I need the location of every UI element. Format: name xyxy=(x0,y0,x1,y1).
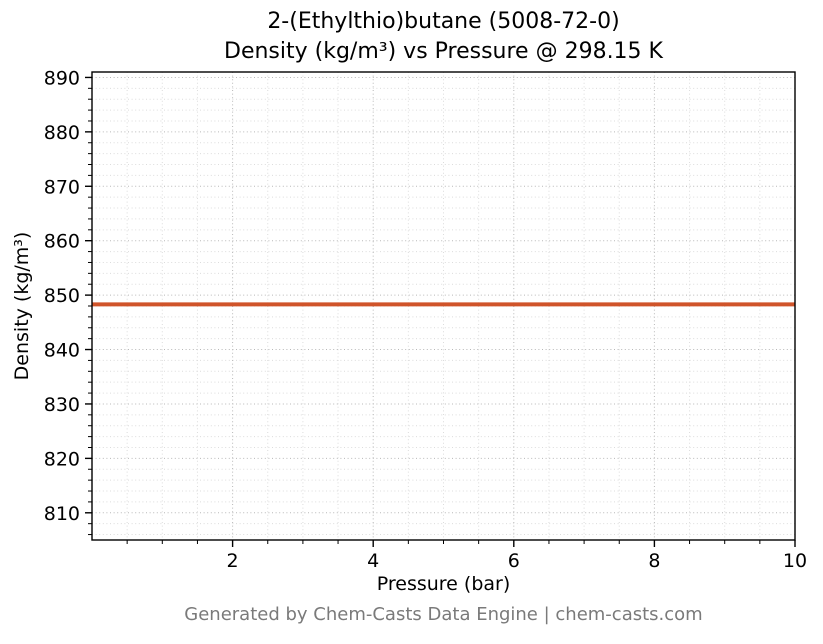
chart-title-block: 2-(Ethylthio)butane (5008-72-0) Density … xyxy=(92,7,795,66)
y-tick-label: 830 xyxy=(44,394,80,416)
x-tick-label: 10 xyxy=(783,550,807,572)
y-tick-label: 860 xyxy=(44,231,80,253)
x-tick-label: 8 xyxy=(648,550,660,572)
y-tick-label: 840 xyxy=(44,340,80,362)
footer-credit: Generated by Chem-Casts Data Engine | ch… xyxy=(184,604,703,625)
chart-title: 2-(Ethylthio)butane (5008-72-0) xyxy=(267,9,620,34)
y-tick-label: 820 xyxy=(44,448,80,470)
x-tick-label: 4 xyxy=(367,550,379,572)
y-tick-label: 870 xyxy=(44,176,80,198)
chart-subtitle: Density (kg/m³) vs Pressure @ 298.15 K xyxy=(224,38,663,64)
y-tick-label: 890 xyxy=(44,67,80,89)
y-tick-label: 850 xyxy=(44,285,80,307)
y-tick-label: 810 xyxy=(44,503,80,525)
plot-border xyxy=(91,71,796,541)
x-tick-label: 2 xyxy=(227,550,239,572)
x-tick-label: 6 xyxy=(508,550,520,572)
x-axis-label: Pressure (bar) xyxy=(376,573,511,595)
y-tick-label: 880 xyxy=(44,122,80,144)
